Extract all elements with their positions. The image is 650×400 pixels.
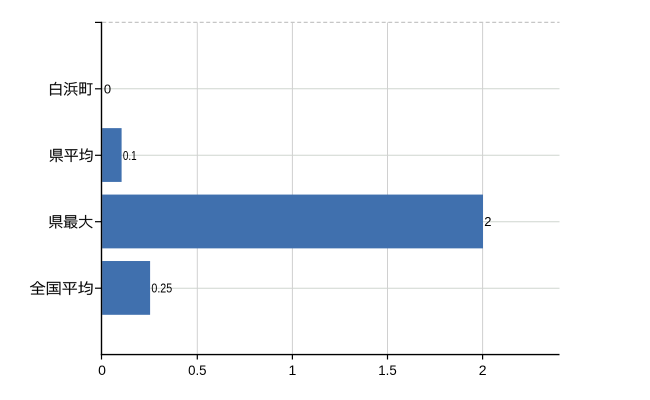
svg-text:2: 2 (479, 362, 487, 378)
svg-text:0: 0 (104, 81, 111, 96)
svg-text:0.5: 0.5 (188, 362, 207, 378)
svg-text:1.5: 1.5 (378, 362, 397, 378)
svg-text:0.1: 0.1 (123, 148, 137, 163)
svg-text:0: 0 (98, 362, 106, 378)
svg-text:2: 2 (484, 214, 491, 229)
svg-text:0.25: 0.25 (151, 281, 172, 296)
svg-text:1: 1 (289, 362, 297, 378)
